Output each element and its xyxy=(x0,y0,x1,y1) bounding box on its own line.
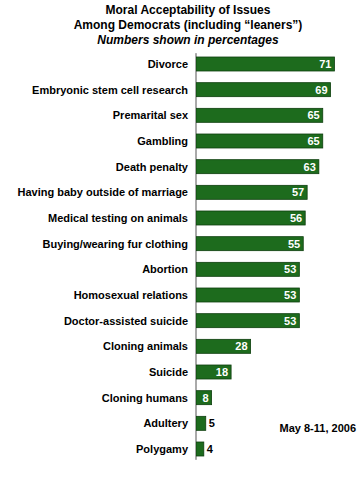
category-label: Adultery xyxy=(143,417,189,429)
bar xyxy=(196,237,303,251)
data-label: 8 xyxy=(202,392,208,404)
category-label: Medical testing on animals xyxy=(48,212,188,224)
title: Moral Acceptability of Issues xyxy=(106,3,271,17)
category-label: Doctor-assisted suicide xyxy=(64,315,188,327)
bar xyxy=(196,416,206,430)
category-label: Death penalty xyxy=(116,161,189,173)
data-label: 65 xyxy=(308,135,320,147)
category-label: Suicide xyxy=(149,366,188,378)
data-label: 55 xyxy=(288,238,300,250)
bar xyxy=(196,339,251,353)
data-label: 56 xyxy=(290,212,302,224)
bar xyxy=(196,160,319,174)
category-label: Abortion xyxy=(142,263,188,275)
date-note: May 8-11, 2006 xyxy=(280,422,356,434)
bar xyxy=(196,108,323,122)
bar xyxy=(196,391,212,405)
data-label: 53 xyxy=(284,315,296,327)
data-label: 4 xyxy=(207,443,214,455)
background xyxy=(0,0,363,478)
data-label: 63 xyxy=(304,161,316,173)
category-label: Polygamy xyxy=(136,443,189,455)
bar xyxy=(196,185,307,199)
data-label: 18 xyxy=(216,366,228,378)
bars xyxy=(196,57,334,456)
note: Numbers shown in percentages xyxy=(97,33,279,47)
data-label: 53 xyxy=(284,289,296,301)
chart: Moral Acceptability of IssuesAmong Democ… xyxy=(0,0,363,478)
bar xyxy=(196,83,331,97)
category-label: Cloning humans xyxy=(102,392,188,404)
bar xyxy=(196,288,299,302)
bar xyxy=(196,134,323,148)
data-label: 5 xyxy=(209,417,215,429)
data-label: 53 xyxy=(284,263,296,275)
labels: Divorce 71 Embryonic stem cell research 69 P… xyxy=(17,58,331,455)
bar xyxy=(196,365,231,379)
category-label: Homosexual relations xyxy=(74,289,188,301)
bar xyxy=(196,211,305,225)
bar xyxy=(196,314,299,328)
category-label: Gambling xyxy=(137,135,188,147)
bar xyxy=(196,262,299,276)
data-label: 65 xyxy=(308,109,320,121)
data-label: 28 xyxy=(235,340,247,352)
data-label: 69 xyxy=(315,84,327,96)
data-label: 71 xyxy=(319,58,331,70)
bar xyxy=(196,57,334,71)
data-label: 57 xyxy=(292,186,304,198)
category-label: Divorce xyxy=(148,58,188,70)
category-label: Premarital sex xyxy=(113,109,189,121)
bar xyxy=(196,442,204,456)
category-label: Embryonic stem cell research xyxy=(32,84,188,96)
category-label: Buying/wearing fur clothing xyxy=(43,238,188,250)
category-label: Cloning animals xyxy=(103,340,188,352)
category-label: Having baby outside of marriage xyxy=(17,186,188,198)
subtitle: Among Democrats (including “leaners”) xyxy=(74,18,303,32)
